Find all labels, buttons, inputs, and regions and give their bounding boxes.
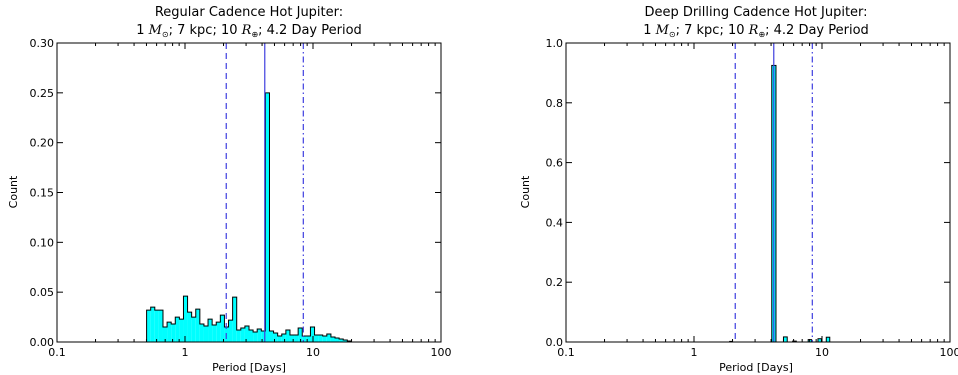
xtick-label: 0.1 bbox=[48, 346, 66, 359]
histogram-bar bbox=[249, 330, 254, 342]
panel-right: Deep Drilling Cadence Hot Jupiter: 1 M⊙;… bbox=[519, 5, 958, 374]
histogram-bar bbox=[253, 332, 258, 342]
histogram-bar bbox=[150, 307, 155, 342]
plot-area-left: 0.1 1 10 100 0.00 0.05 0.10 0.15 0.20 0.25 0.30 bbox=[30, 37, 452, 359]
histogram-bar bbox=[306, 336, 311, 342]
ylabel-right: Count bbox=[519, 175, 532, 208]
histogram-bar bbox=[183, 296, 188, 342]
ytick-label: 0.30 bbox=[30, 37, 55, 50]
histogram-bar bbox=[244, 326, 249, 342]
histogram-bar bbox=[171, 324, 176, 342]
ytick-label: 0.05 bbox=[30, 286, 55, 299]
xtick-label: 1 bbox=[182, 346, 189, 359]
histogram-bar bbox=[289, 335, 295, 342]
histogram-bar bbox=[265, 92, 270, 342]
histogram-bar bbox=[277, 336, 282, 342]
histogram-bar bbox=[203, 326, 209, 342]
bars-right bbox=[729, 64, 831, 343]
histogram-bar bbox=[146, 310, 151, 342]
vlines-left bbox=[225, 43, 304, 342]
histogram-bar bbox=[195, 309, 200, 342]
xticks-right: 0.1 1 10 100 bbox=[557, 43, 958, 359]
ytick-label: 0.10 bbox=[30, 236, 55, 249]
yticks-right: 0.0 0.2 0.4 0.6 0.8 1.0 bbox=[546, 37, 950, 349]
panel-left: Regular Cadence Hot Jupiter: 1 M⊙; 7 kpc… bbox=[7, 5, 452, 374]
histogram-bar bbox=[220, 315, 225, 342]
histogram-bar bbox=[158, 310, 163, 342]
histogram-bar bbox=[330, 337, 336, 342]
xtick-label: 10 bbox=[815, 346, 829, 359]
histogram-bar bbox=[269, 331, 274, 342]
xtick-label: 100 bbox=[940, 346, 958, 359]
ytick-label: 0.00 bbox=[30, 336, 55, 349]
axes-frame-left bbox=[56, 42, 442, 343]
histogram-bar bbox=[167, 322, 172, 342]
axes-frame-right bbox=[565, 42, 951, 343]
histogram-bar bbox=[782, 336, 788, 343]
plot-area-right: 0.1 1 10 100 0.0 0.2 0.4 0.6 0.8 1.0 bbox=[546, 37, 958, 359]
histogram-bar bbox=[343, 340, 348, 342]
ytick-label: 1.0 bbox=[546, 37, 564, 50]
histogram-bar bbox=[199, 324, 204, 342]
histogram-bar bbox=[228, 320, 233, 342]
histogram-bar bbox=[314, 335, 319, 342]
xtick-label: 0.1 bbox=[557, 346, 575, 359]
histogram-bar bbox=[339, 339, 344, 342]
histogram-bar bbox=[294, 335, 299, 342]
histogram-outline bbox=[146, 92, 352, 342]
histogram-bar bbox=[302, 336, 307, 342]
xlabel-left: Period [Days] bbox=[212, 361, 286, 374]
ytick-label: 0.4 bbox=[546, 216, 564, 229]
title-line1-left: Regular Cadence Hot Jupiter: bbox=[155, 5, 343, 20]
histogram-bar bbox=[232, 297, 237, 342]
histogram-bar bbox=[322, 336, 327, 342]
bars-left bbox=[146, 92, 352, 342]
ylabel-left: Count bbox=[7, 175, 20, 208]
histogram-bar bbox=[285, 330, 290, 342]
histogram-bar bbox=[281, 334, 286, 342]
histogram-bar bbox=[318, 335, 323, 342]
ytick-label: 0.20 bbox=[30, 137, 55, 150]
ytick-label: 0.2 bbox=[546, 276, 564, 289]
ytick-label: 0.8 bbox=[546, 97, 564, 110]
histogram-bar bbox=[326, 334, 331, 342]
yticks-left: 0.00 0.05 0.10 0.15 0.20 0.25 0.30 bbox=[30, 37, 441, 349]
histogram-bar bbox=[335, 338, 340, 342]
xtick-label: 10 bbox=[306, 346, 320, 359]
title-line1-right: Deep Drilling Cadence Hot Jupiter: bbox=[644, 5, 867, 20]
histogram-bar bbox=[261, 331, 266, 342]
xtick-label: 1 bbox=[691, 346, 698, 359]
histogram-bar bbox=[236, 330, 241, 342]
histogram-bar bbox=[187, 312, 192, 342]
histogram-bar bbox=[179, 319, 184, 342]
ytick-label: 0.15 bbox=[30, 187, 55, 200]
title-line2-right: 1 M⊙; 7 kpc; 10 R⊕; 4.2 Day Period bbox=[643, 23, 869, 39]
histogram-bar bbox=[208, 319, 213, 342]
histogram-bar bbox=[310, 327, 315, 342]
histogram-bar bbox=[273, 333, 278, 342]
histogram-bar bbox=[298, 328, 303, 342]
histogram-bar bbox=[154, 310, 159, 342]
vlines-right bbox=[734, 43, 813, 342]
histogram-bar bbox=[162, 327, 168, 342]
ytick-label: 0.0 bbox=[546, 336, 564, 349]
histogram-bar bbox=[825, 336, 831, 343]
title-line2-left: 1 M⊙; 7 kpc; 10 R⊕; 4.2 Day Period bbox=[136, 23, 362, 39]
histogram-bar bbox=[257, 329, 262, 342]
xlabel-right: Period [Days] bbox=[719, 361, 793, 374]
histogram-bar bbox=[216, 322, 221, 342]
xtick-label: 100 bbox=[431, 346, 452, 359]
histogram-bar bbox=[175, 317, 180, 342]
xticks-left: 0.1 1 10 100 bbox=[48, 43, 452, 359]
histogram-bar bbox=[212, 325, 217, 342]
ytick-label: 0.25 bbox=[30, 87, 55, 100]
ytick-label: 0.6 bbox=[546, 157, 564, 170]
histogram-bar bbox=[240, 328, 245, 342]
histogram-bar bbox=[191, 317, 196, 342]
